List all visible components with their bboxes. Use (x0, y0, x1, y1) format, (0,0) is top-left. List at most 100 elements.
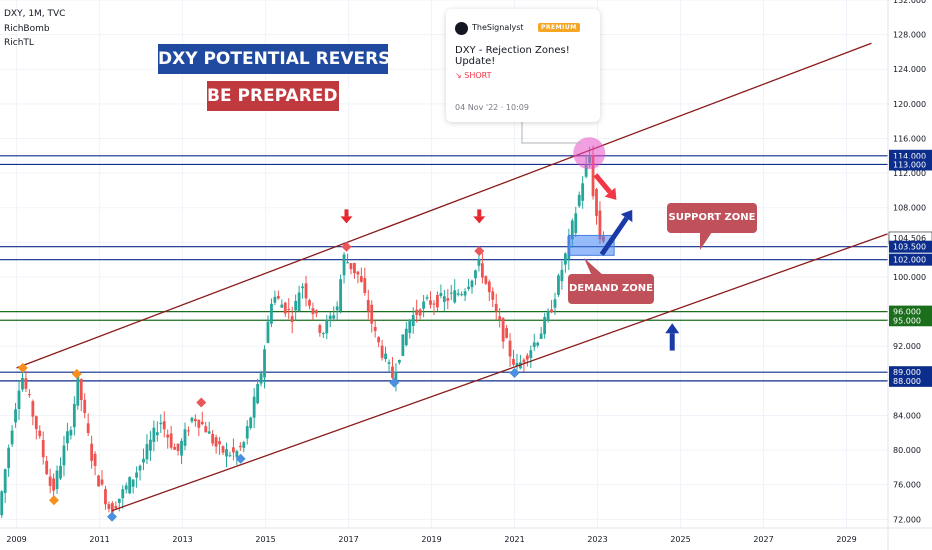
y-tick-label: 108.000 (893, 204, 926, 213)
candle-body (346, 262, 349, 264)
price-label-box (889, 158, 932, 171)
candle-body (512, 359, 515, 365)
candle-body (131, 479, 135, 487)
candle-body (263, 349, 266, 378)
price-label-text: 113.000 (893, 160, 926, 169)
short-badge: ↘ SHORT (455, 71, 492, 80)
candle-body (363, 278, 367, 294)
indicator-richbomb[interactable]: RichBomb (4, 24, 50, 34)
arrow-head (620, 209, 633, 223)
candle-body (449, 292, 453, 294)
candle-body (453, 290, 457, 303)
demand-zone-callout-tail (584, 258, 604, 276)
candle-body (456, 293, 460, 295)
candle-body (121, 489, 125, 499)
price-label-box (889, 314, 932, 327)
candle-body (387, 362, 391, 364)
candle-series (0, 145, 605, 518)
candle-body (142, 458, 145, 463)
candle-body (76, 373, 80, 406)
candle-body (591, 154, 595, 197)
candle-body (487, 281, 491, 293)
candle-body (69, 429, 73, 436)
candle-body (149, 439, 152, 451)
candle-body (173, 447, 177, 450)
candle-body (577, 194, 581, 207)
candle-body (480, 263, 484, 278)
candle-body (66, 431, 69, 444)
candle-body (21, 377, 24, 390)
down-arrow-marker-stem (344, 209, 349, 217)
candle-body (356, 271, 360, 275)
signal-markers (17, 209, 520, 522)
price-label-text: 89.000 (893, 368, 921, 377)
candle-body (311, 308, 315, 315)
price-axis-background (888, 0, 932, 550)
candle-body (442, 296, 446, 302)
candle-body (366, 299, 370, 312)
candle-body (104, 489, 107, 505)
arrow-head (604, 187, 617, 200)
candle-body (297, 292, 301, 312)
candle-body (546, 310, 550, 321)
candle-body (45, 460, 49, 475)
candle-body (557, 275, 560, 295)
candle-body (162, 421, 166, 430)
x-tick-label: 2023 (587, 535, 607, 544)
demand-zone-label: DEMAND ZONE (568, 274, 654, 304)
price-label-text: 104.506 (893, 234, 926, 243)
candle-body (204, 426, 208, 433)
candle-body (117, 498, 121, 503)
candle-body (460, 294, 464, 296)
candle-body (259, 373, 263, 384)
candle-body (339, 279, 343, 311)
candle-body (321, 333, 325, 335)
candle-body (574, 213, 578, 234)
idea-card[interactable]: TheSignalyst PREMIUM DXY - Rejection Zon… (446, 9, 600, 122)
price-label-text: 95.000 (893, 316, 921, 325)
candle-body (283, 302, 287, 314)
candle-body (498, 316, 502, 320)
candle-body (270, 303, 273, 324)
candle-body (401, 334, 405, 356)
author-name[interactable]: TheSignalyst (472, 23, 524, 32)
candle-body (550, 309, 553, 313)
card-connector-line (521, 122, 581, 144)
diamond-marker (17, 362, 28, 373)
candle-body (152, 427, 156, 442)
price-label-text: 114.000 (893, 152, 926, 161)
candle-body (107, 504, 111, 510)
candle-body (242, 442, 246, 448)
candle-body (214, 437, 218, 447)
down-arrow-marker-stem (477, 209, 482, 217)
candle-body (218, 441, 221, 445)
candle-body (525, 355, 529, 360)
candle-body (197, 419, 201, 428)
x-tick-label: 2029 (836, 535, 856, 544)
y-tick-label: 124.000 (893, 65, 926, 74)
candle-body (315, 310, 318, 314)
title-banner: DXY POTENTIAL REVERSAL (158, 44, 414, 74)
y-tick-label: 84.000 (893, 411, 921, 420)
candle-body (353, 263, 356, 274)
candle-body (114, 505, 118, 509)
indicator-richtl[interactable]: RichTL (4, 38, 34, 48)
diamond-marker (389, 377, 400, 388)
candle-body (484, 276, 488, 284)
candle-body (38, 430, 42, 437)
candle-body (505, 328, 508, 338)
premium-badge: PREMIUM (538, 23, 580, 32)
y-tick-label: 116.000 (893, 134, 926, 143)
candle-body (17, 390, 21, 409)
candle-body (72, 403, 76, 428)
candle-body (422, 301, 425, 309)
symbol-legend[interactable]: DXY, 1M, TVC (4, 9, 66, 19)
candle-body (432, 303, 436, 305)
candle-body (543, 316, 547, 335)
candle-body (90, 443, 94, 461)
candle-body (477, 258, 481, 266)
candle-body (287, 308, 291, 310)
idea-title[interactable]: DXY - Rejection Zones! Update! (455, 45, 570, 67)
x-tick-label: 2017 (338, 535, 358, 544)
